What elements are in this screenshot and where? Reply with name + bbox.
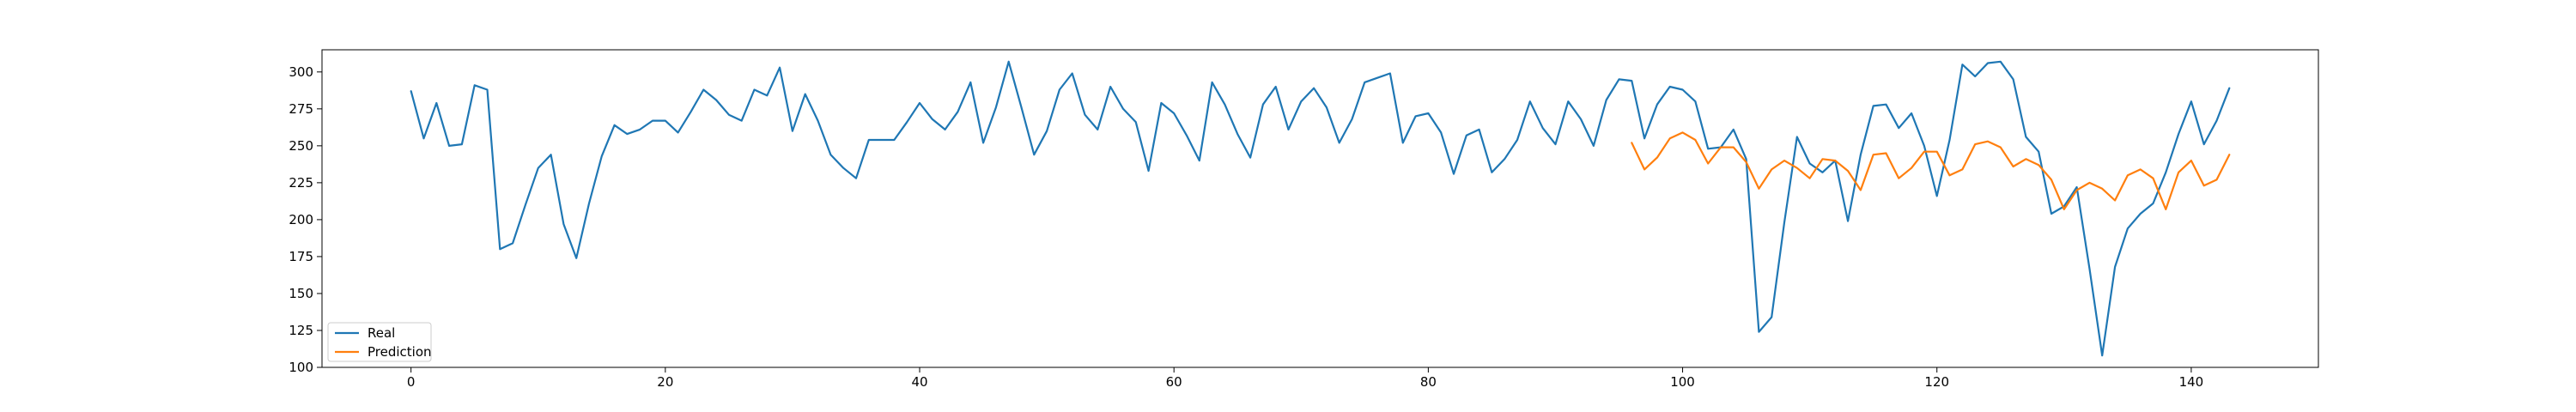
y-tick-label: 100	[289, 360, 313, 375]
y-tick-label: 200	[289, 212, 313, 227]
legend: Real Prediction	[327, 322, 432, 362]
y-axis: 100 125 150 175 200 225 250 275 300	[289, 64, 322, 375]
y-tick-label: 300	[289, 64, 313, 80]
y-tick-label: 275	[289, 101, 313, 117]
y-tick-label: 150	[289, 286, 313, 301]
y-tick-label: 125	[289, 323, 313, 338]
x-tick-label: 40	[911, 374, 927, 390]
series-line-prediction	[1631, 131, 2231, 210]
plot-frame	[321, 49, 2319, 368]
x-axis: 0 20 40 60 80 100 120 140	[407, 367, 2203, 390]
y-tick-label: 250	[289, 138, 313, 154]
x-tick-label: 80	[1420, 374, 1437, 390]
series-line-real	[410, 60, 2231, 357]
legend-label-real: Real	[368, 325, 395, 341]
x-tick-label: 140	[2179, 374, 2204, 390]
plot-series	[410, 60, 2231, 357]
x-tick-label: 120	[1924, 374, 1949, 390]
x-tick-label: 20	[657, 374, 673, 390]
legend-label-prediction: Prediction	[368, 344, 432, 360]
y-tick-label: 225	[289, 175, 313, 191]
x-tick-label: 0	[407, 374, 416, 390]
x-tick-label: 100	[1670, 374, 1695, 390]
x-tick-label: 60	[1166, 374, 1182, 390]
y-tick-label: 175	[289, 249, 313, 264]
